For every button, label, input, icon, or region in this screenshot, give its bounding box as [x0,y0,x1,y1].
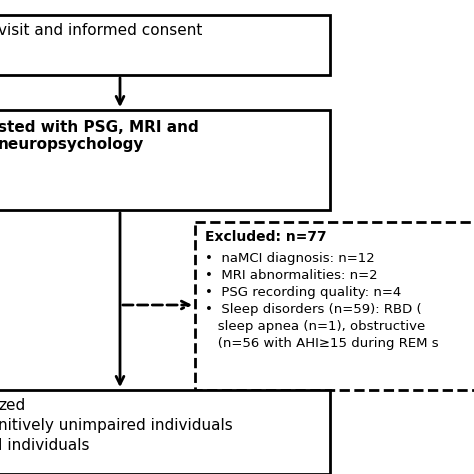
Text: zed
nitively unimpaired individuals
I individuals: zed nitively unimpaired individuals I in… [0,398,233,453]
Bar [0,390,330,474]
Bar [0,110,330,210]
Text: Excluded: n=77: Excluded: n=77 [205,230,327,244]
Text: sted with PSG, MRI and
neuropsychology: sted with PSG, MRI and neuropsychology [0,120,199,153]
Bar [195,222,474,390]
Text: visit and informed consent: visit and informed consent [0,23,202,38]
Bar [0,15,330,75]
Text: •  naMCI diagnosis: n=12
•  MRI abnormalities: n=2
•  PSG recording quality: n=4: • naMCI diagnosis: n=12 • MRI abnormalit… [205,252,438,350]
